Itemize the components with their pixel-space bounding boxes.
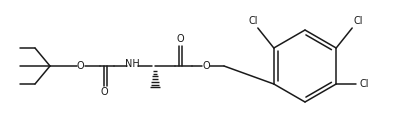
- Text: Cl: Cl: [248, 16, 257, 26]
- Text: O: O: [77, 61, 84, 71]
- Text: O: O: [100, 87, 108, 97]
- Text: Cl: Cl: [360, 79, 369, 89]
- Text: NH: NH: [125, 59, 139, 69]
- Text: O: O: [176, 34, 184, 44]
- Text: O: O: [202, 61, 210, 71]
- Text: Cl: Cl: [353, 16, 363, 26]
